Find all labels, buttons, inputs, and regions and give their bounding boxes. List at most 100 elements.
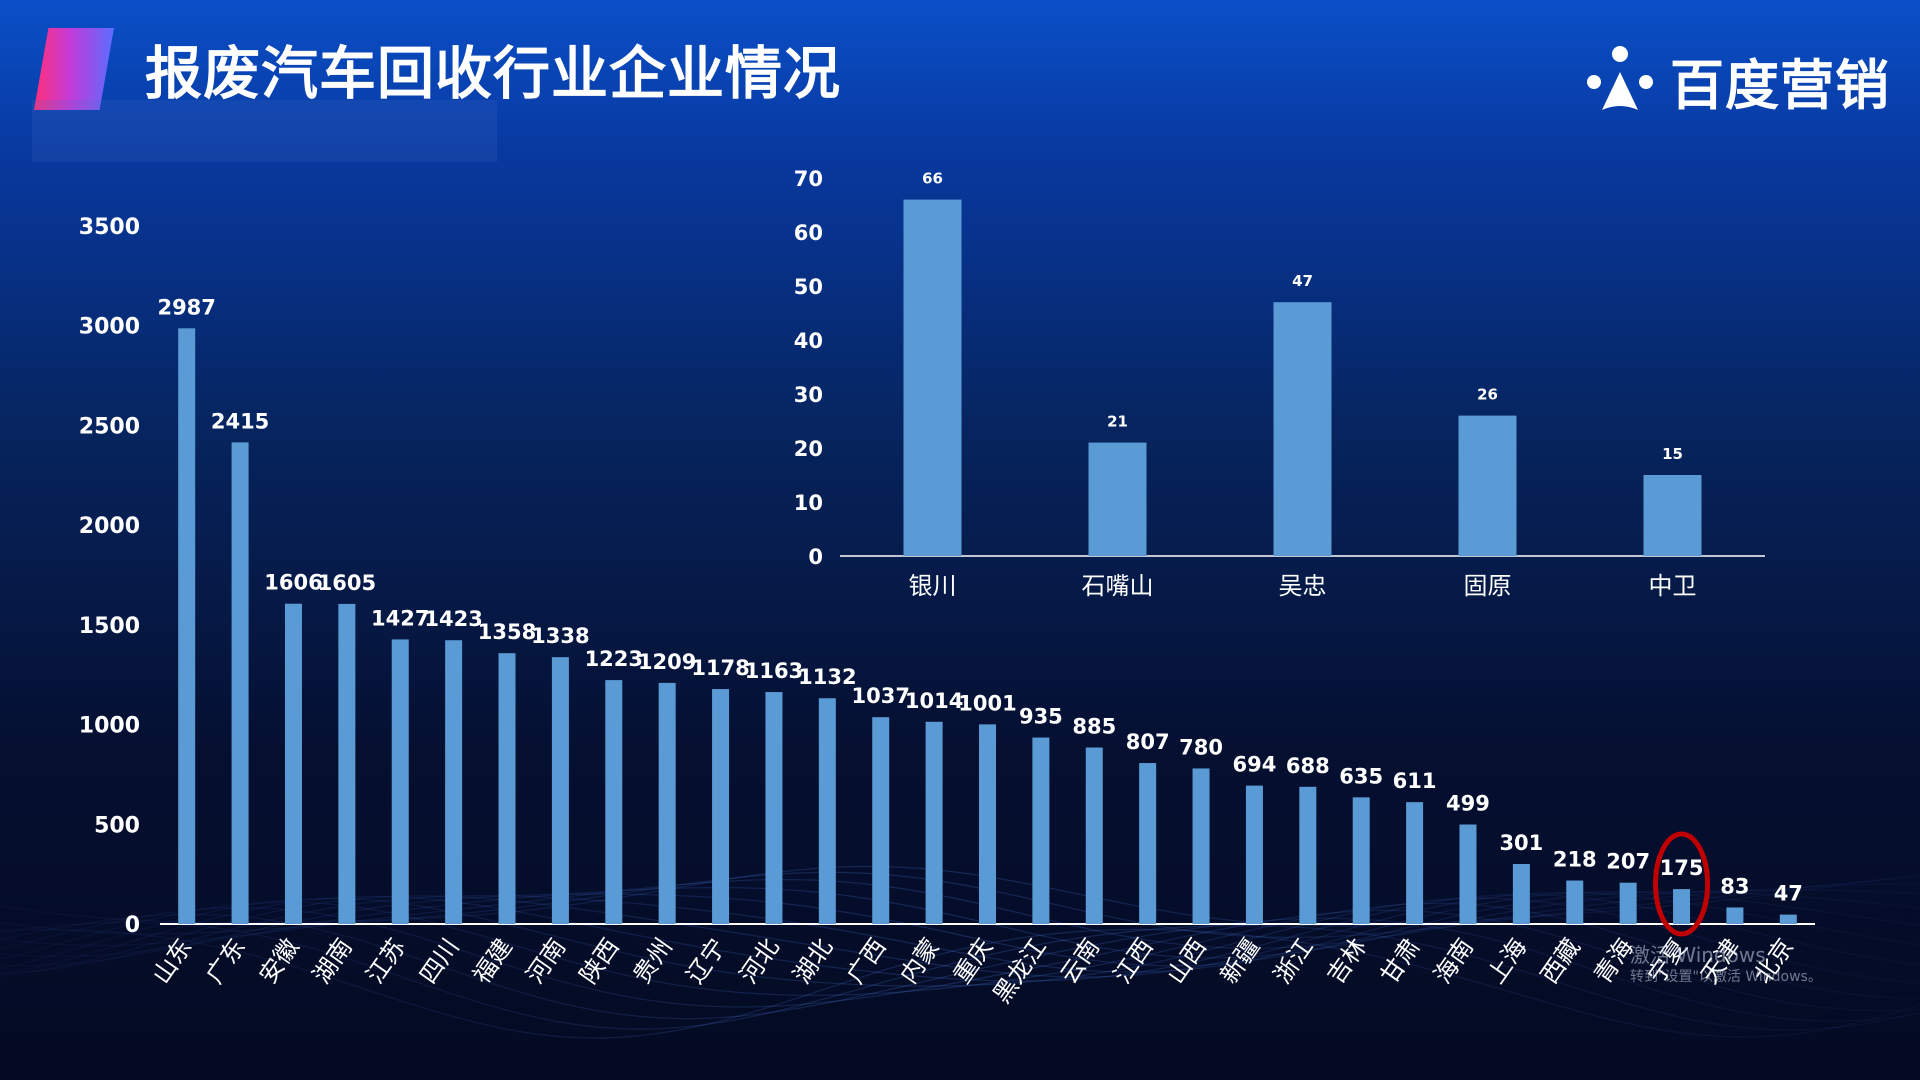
main-bar [284, 603, 302, 924]
inset-x-tick-label: 银川 [909, 572, 957, 600]
main-bar [925, 721, 943, 924]
inset-bar-chart: 0 10 20 30 40 50 60 70 66 银川 21 石嘴山 47 吴忠 26 固原 15 中卫 [794, 167, 1765, 600]
main-data-label: 301 [1499, 831, 1543, 855]
inset-data-label: 21 [1107, 413, 1128, 431]
wave-line [0, 913, 1920, 1022]
main-x-tick-label: 江苏 [361, 933, 411, 988]
inset-y-tick-label: 20 [794, 437, 823, 461]
main-data-label: 694 [1233, 753, 1277, 777]
main-bar [338, 603, 356, 924]
main-x-tick-label: 新疆 [1215, 933, 1265, 988]
main-data-label: 780 [1179, 735, 1223, 759]
main-bar [231, 442, 249, 924]
main-bar [1139, 763, 1157, 924]
main-data-label: 499 [1446, 791, 1490, 815]
main-data-label: 1358 [478, 620, 536, 644]
main-bar [605, 680, 623, 924]
main-bar [1673, 889, 1691, 924]
main-data-label: 175 [1660, 856, 1704, 880]
inset-bar [1458, 415, 1517, 556]
main-data-label: 885 [1072, 715, 1116, 739]
main-x-tick-label: 上海 [1482, 933, 1532, 988]
main-bar [551, 657, 569, 924]
inset-bar [1088, 442, 1147, 556]
main-x-tick-label: 陕西 [574, 933, 624, 988]
main-bar [658, 682, 676, 924]
brand-logo: 百度营销 [1580, 40, 1890, 120]
main-data-label: 83 [1720, 874, 1749, 898]
wave-line [0, 921, 1920, 1031]
title-accent-shape [34, 28, 114, 110]
main-bar [1245, 785, 1263, 924]
wave-line [0, 897, 1920, 987]
wave-line [0, 891, 1920, 974]
main-bar [178, 328, 196, 924]
page-title: 报废汽车回收行业企业情况 [145, 41, 841, 107]
main-y-tick-label: 2500 [79, 414, 140, 439]
logo-text: 百度营销 [1670, 53, 1890, 117]
windows-activation-watermark: 激活 Windows 转到"设置"以激活 Windows。 [1630, 944, 1822, 988]
main-data-label: 2987 [157, 295, 215, 319]
main-data-label: 1037 [851, 684, 909, 708]
main-bar [1406, 802, 1424, 924]
main-x-tick-label: 福建 [467, 933, 517, 988]
main-bar [765, 692, 783, 924]
main-data-label: 1209 [638, 650, 696, 674]
main-data-label: 635 [1339, 764, 1383, 788]
title-underlay [32, 100, 497, 162]
main-data-label: 935 [1019, 705, 1063, 729]
wave-line [0, 901, 1920, 1000]
main-data-label: 1606 [264, 571, 322, 595]
main-data-label: 1338 [531, 624, 589, 648]
main-data-label: 1605 [318, 571, 376, 595]
inset-x-tick-label: 固原 [1464, 572, 1512, 600]
wave-line [0, 886, 1920, 959]
inset-bar [903, 199, 962, 556]
main-bar [1566, 880, 1584, 924]
main-y-tick-label: 1500 [79, 614, 140, 639]
main-x-tick-label: 广西 [841, 933, 891, 988]
main-y-tick-label: 1000 [79, 714, 140, 739]
inset-y-tick-label: 50 [794, 275, 823, 299]
inset-data-label: 47 [1292, 272, 1313, 290]
inset-y-tick-label: 60 [794, 221, 823, 245]
main-bar [1352, 797, 1370, 924]
main-bar [1619, 882, 1637, 924]
main-data-label: 47 [1774, 882, 1803, 906]
main-data-label: 807 [1126, 730, 1170, 754]
inset-y-tick-label: 0 [808, 545, 823, 569]
main-y-tick-label: 2000 [79, 514, 140, 539]
watermark-line-1: 激活 Windows [1630, 943, 1766, 967]
inset-y-tick-label: 70 [794, 167, 823, 191]
wave-line [0, 878, 1920, 949]
main-y-tick-label: 3000 [79, 315, 140, 340]
inset-data-label: 26 [1477, 386, 1498, 404]
inset-y-tick-label: 10 [794, 491, 823, 515]
inset-x-tick-label: 中卫 [1649, 572, 1697, 600]
background-waves [0, 865, 1920, 1039]
inset-bar [1643, 475, 1702, 556]
inset-bar [1273, 302, 1332, 556]
main-bar [445, 640, 463, 924]
main-bar [872, 717, 890, 924]
main-bar [1459, 824, 1477, 924]
main-x-tick-label: 河北 [734, 933, 784, 988]
main-data-label: 1014 [905, 689, 963, 713]
main-bar [391, 639, 409, 924]
main-data-label: 611 [1393, 769, 1437, 793]
wave-line [0, 906, 1920, 1012]
main-x-tick-label: 安徽 [254, 933, 304, 988]
main-bar [1779, 914, 1797, 924]
main-x-tick-label: 河南 [521, 933, 571, 988]
main-bar [818, 698, 836, 924]
main-bar [1512, 863, 1530, 924]
main-y-tick-label: 3500 [79, 215, 140, 240]
main-data-label: 1223 [585, 647, 643, 671]
main-bar [712, 689, 730, 924]
main-data-label: 1178 [691, 656, 749, 680]
main-y-tick-label: 0 [125, 913, 140, 938]
inset-x-tick-label: 石嘴山 [1082, 572, 1154, 600]
inset-data-label: 15 [1662, 445, 1683, 463]
